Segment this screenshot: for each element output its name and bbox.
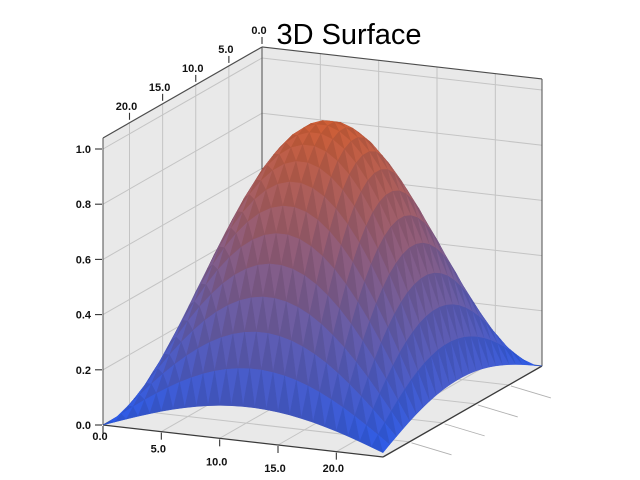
z-tick-label: 0.6	[76, 254, 91, 266]
y-tick-label: 15.0	[149, 82, 170, 94]
y-tick-label: 0.0	[251, 25, 266, 37]
right-wall-top-edge	[261, 46, 543, 80]
front-right-tick	[510, 385, 552, 399]
grid-line	[102, 167, 263, 260]
z-tick-label: 0.8	[76, 199, 91, 211]
floor-front-right-edge	[382, 365, 543, 458]
y-tick-label: 20.0	[116, 101, 137, 113]
front-right-ticks	[411, 385, 552, 456]
surface-mesh	[102, 120, 543, 453]
x-tick-label: 10.0	[206, 456, 227, 468]
front-right-tick	[411, 442, 452, 456]
z-tick-label: 0.4	[76, 310, 92, 322]
plot-title: 3D Surface	[276, 19, 422, 51]
grid-line	[102, 112, 263, 205]
z-tick-label: 0.0	[76, 420, 91, 432]
grid-line	[102, 57, 263, 150]
front-right-tick	[444, 423, 485, 437]
z-tick-label: 1.0	[76, 144, 91, 156]
grid-line	[261, 112, 543, 146]
front-right-tick	[477, 404, 518, 418]
x-tick-label: 5.0	[151, 444, 166, 456]
x-tick-label: 0.0	[92, 431, 107, 443]
y-tick-label: 10.0	[182, 63, 203, 75]
z-tick-label: 0.2	[76, 365, 91, 377]
floor-front-left-edge	[102, 424, 384, 458]
axis-ticks-and-labels: 0.0 0.2 0.4 0.6 0.8 1.0 0.0 5.0 10.0 15.0 20.0 0.0 5…	[76, 25, 344, 475]
grid-line	[261, 57, 543, 91]
x-tick-label: 20.0	[323, 463, 344, 475]
left-wall-top-edge	[102, 46, 263, 139]
y-tick-label: 5.0	[218, 44, 233, 56]
x-tick-label: 15.0	[264, 463, 285, 475]
